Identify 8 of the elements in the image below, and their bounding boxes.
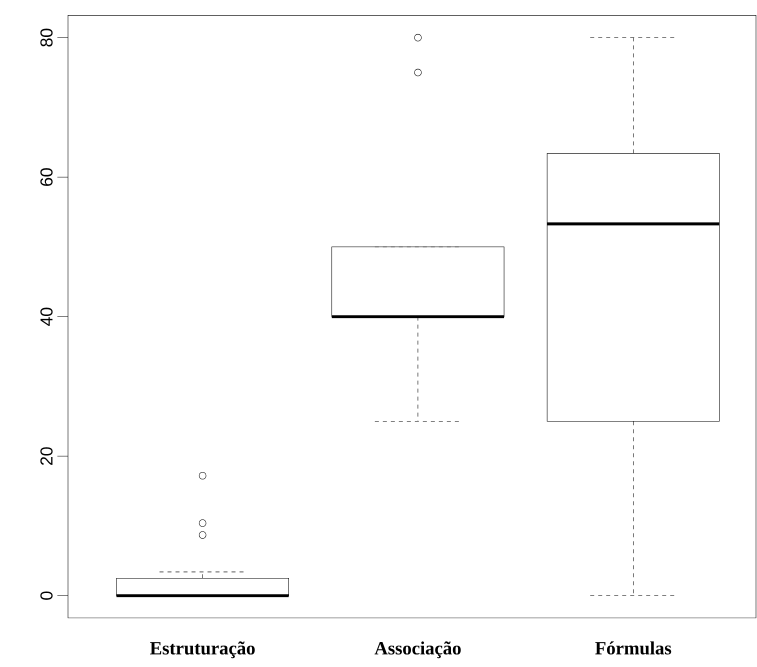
y-tick-label: 0 xyxy=(40,592,53,600)
y-tick-label: 40 xyxy=(40,308,53,326)
y-tick-label: 60 xyxy=(40,168,53,186)
x-tick-label: Estruturação xyxy=(150,641,255,658)
y-tick-label: 20 xyxy=(40,447,53,465)
x-tick-label: Fórmulas xyxy=(595,641,672,655)
x-tick-label: Associação xyxy=(374,641,461,658)
y-tick-label: 80 xyxy=(40,28,53,47)
